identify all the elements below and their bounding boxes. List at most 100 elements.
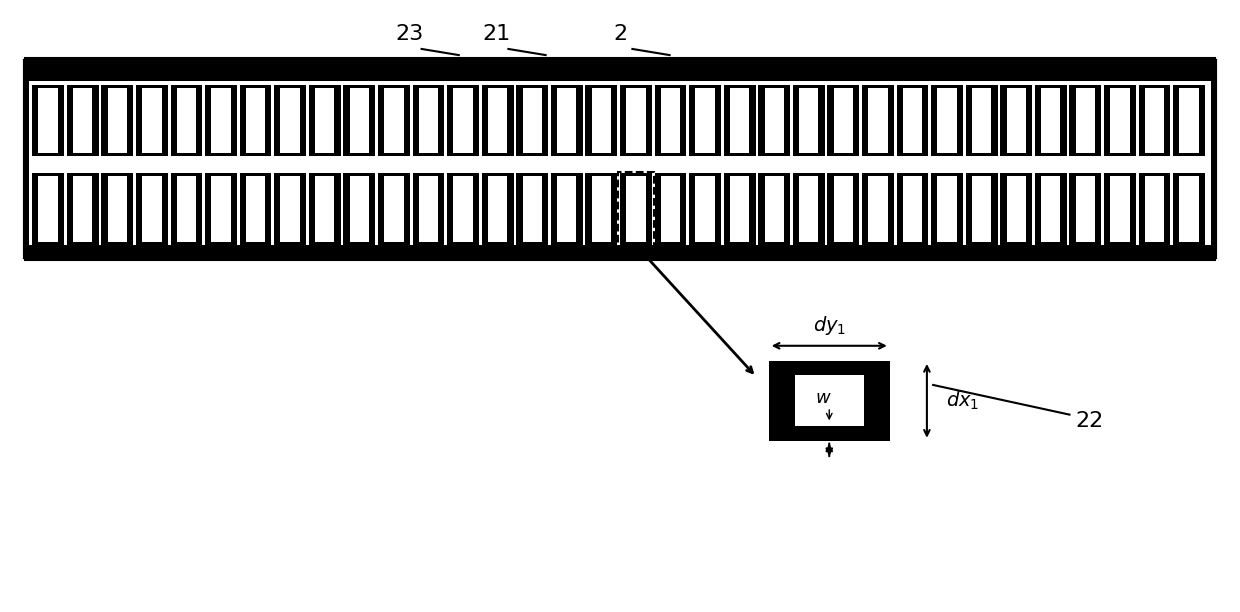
Bar [136,84,167,157]
Bar [903,88,923,154]
Bar [350,88,370,154]
Bar [1173,84,1205,157]
Bar [1035,173,1066,245]
Bar [620,84,652,157]
Bar [448,173,479,245]
Bar [211,88,231,154]
Text: 22: 22 [1076,411,1104,431]
Bar [626,88,646,154]
Bar [315,88,335,154]
Bar [448,84,479,157]
Bar [67,173,99,245]
Bar [972,176,991,242]
Bar [315,176,335,242]
Bar [792,84,825,157]
Bar [897,84,929,157]
Bar [765,176,784,242]
Bar [689,84,720,157]
Bar [557,176,577,242]
Bar [516,173,548,245]
Bar [1173,173,1205,245]
Bar [585,173,618,245]
Bar [1007,88,1025,154]
Bar [689,173,720,245]
Bar [937,176,957,242]
Bar [378,173,409,245]
Bar [1075,176,1095,242]
Bar [730,88,749,154]
Bar [620,173,652,245]
Bar [25,61,1215,257]
Bar [557,88,577,154]
Bar [73,176,93,242]
Bar [481,173,513,245]
Bar [591,176,611,242]
Bar [1145,176,1164,242]
Bar [384,88,403,154]
Bar [868,88,888,154]
Bar [724,173,755,245]
Bar [102,84,133,157]
Bar [239,84,272,157]
Bar [1035,84,1066,157]
Bar [1069,84,1101,157]
Bar [655,84,687,157]
Bar [1001,84,1032,157]
Bar [1138,84,1171,157]
Bar [516,84,548,157]
Bar [585,84,618,157]
Bar [661,88,681,154]
Bar [143,88,161,154]
Bar [136,173,167,245]
Bar [38,88,58,154]
Bar [177,88,196,154]
Bar [205,84,237,157]
Bar [795,375,863,427]
Bar [833,88,853,154]
Bar [551,84,583,157]
Bar [972,88,991,154]
Bar [551,173,583,245]
Bar [1042,88,1060,154]
Bar [799,88,818,154]
Bar [1007,176,1025,242]
Bar [481,84,513,157]
Bar [522,176,542,242]
Bar [419,88,438,154]
Text: 21: 21 [482,24,510,45]
Bar [487,176,507,242]
Bar [73,88,93,154]
Bar [759,173,790,245]
Bar [143,176,161,242]
Bar [25,245,1215,257]
Bar [1179,88,1199,154]
Bar [32,173,64,245]
Bar [661,176,681,242]
Bar [1042,176,1060,242]
Bar [655,173,687,245]
Bar [833,176,853,242]
Bar [1110,88,1130,154]
Bar [343,84,376,157]
Bar [280,176,300,242]
Bar [32,84,64,157]
Bar [759,84,790,157]
Text: 2: 2 [613,24,627,45]
Bar [454,88,472,154]
Bar [67,84,99,157]
Bar [29,63,1211,255]
Text: 23: 23 [396,24,423,45]
Bar [799,176,818,242]
Bar [378,84,409,157]
Text: $dx_1$: $dx_1$ [946,390,978,412]
Bar [171,84,202,157]
Bar [724,84,755,157]
Bar [696,88,714,154]
Bar [897,173,929,245]
Bar [413,84,444,157]
Bar [108,88,126,154]
Bar [171,173,202,245]
Bar [38,176,58,242]
Bar [274,173,306,245]
Bar [1145,88,1164,154]
